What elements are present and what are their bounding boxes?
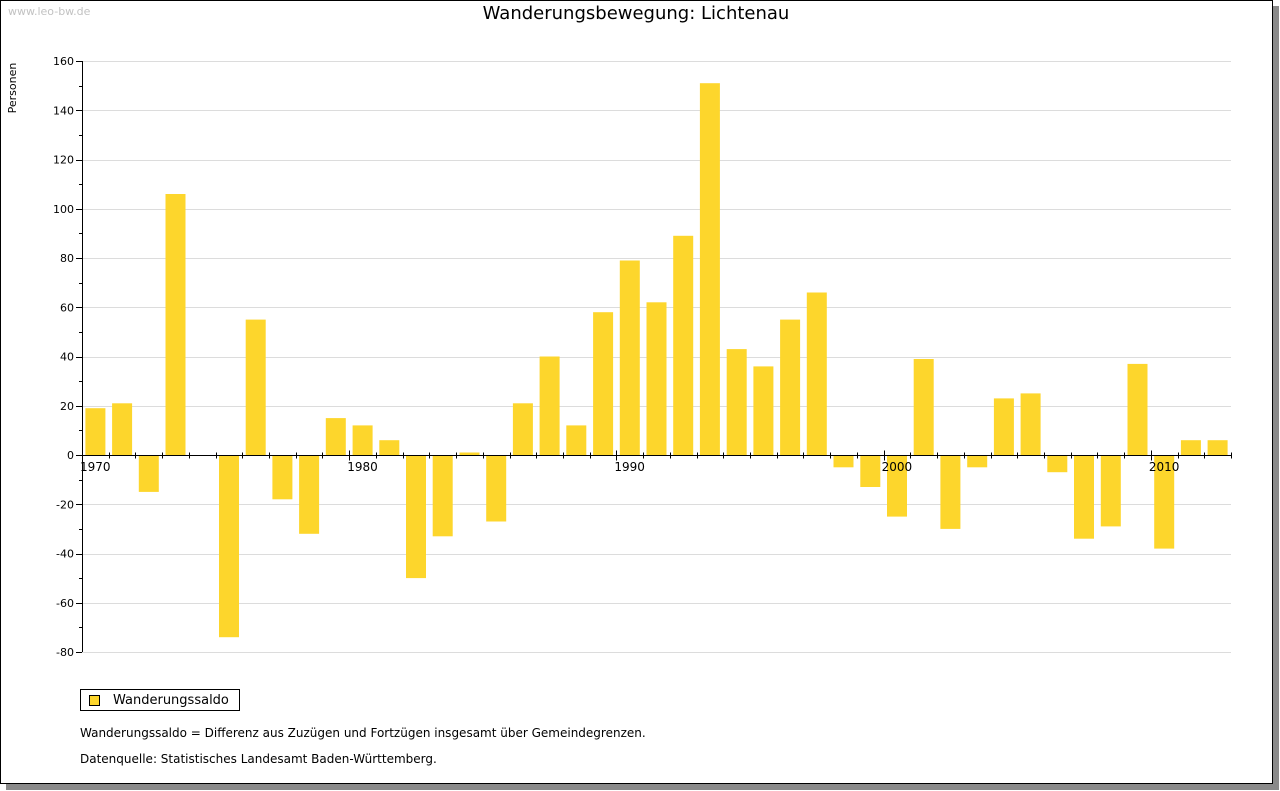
x-tick-label: 2010 [1149, 460, 1180, 474]
bar [940, 455, 961, 529]
bar [486, 455, 507, 522]
bar [993, 398, 1014, 455]
y-tick-label: 20 [60, 400, 74, 413]
legend-swatch [89, 694, 100, 706]
bar [780, 319, 801, 455]
bar [1154, 455, 1175, 549]
y-tick-label: 60 [60, 301, 74, 314]
y-axis-title: Personen [6, 63, 19, 114]
y-tick-label: 140 [53, 104, 74, 117]
y-tick-label: 100 [53, 203, 74, 216]
bar [833, 455, 854, 468]
y-tick-label: 160 [53, 55, 74, 68]
bar [887, 455, 907, 517]
bar [1207, 440, 1228, 455]
bar [432, 455, 453, 537]
bar [1074, 455, 1094, 539]
bar [967, 455, 988, 468]
legend: Wanderungssaldo [80, 689, 240, 711]
y-tick-label: 40 [60, 351, 74, 364]
bar [913, 359, 934, 455]
x-tick-label: 1990 [614, 460, 645, 474]
y-tick-label: 120 [53, 154, 74, 167]
x-tick-label: 1970 [80, 460, 111, 474]
x-tick-label: 1980 [347, 460, 378, 474]
bar [860, 455, 881, 487]
bar [325, 418, 346, 455]
bar [299, 455, 320, 534]
bar [112, 403, 133, 455]
y-tick-label: -20 [56, 498, 74, 511]
bar [459, 452, 480, 455]
legend-label: Wanderungssaldo [113, 692, 229, 708]
bar [165, 194, 186, 455]
bar [673, 235, 694, 455]
chart-title: Wanderungsbewegung: Lichtenau [482, 3, 790, 24]
bar [512, 403, 533, 455]
bar [219, 455, 239, 638]
bar [245, 319, 266, 455]
bar [406, 455, 426, 579]
bar [1180, 440, 1201, 455]
y-tick-label: -60 [56, 597, 74, 610]
definition-note: Wanderungssaldo = Differenz aus Zuzügen … [80, 726, 646, 740]
bar [806, 292, 827, 455]
y-tick-label: 0 [67, 449, 74, 462]
x-tick-label: 2000 [882, 460, 913, 474]
y-tick-label: 80 [60, 252, 74, 265]
bar [646, 302, 667, 455]
bar [566, 425, 587, 455]
bar [272, 455, 293, 500]
y-tick-label: -80 [56, 646, 74, 659]
bar [726, 349, 747, 455]
bar [753, 366, 774, 455]
bar [1100, 455, 1121, 527]
bar [379, 440, 400, 455]
bar [138, 455, 159, 492]
bar [1127, 363, 1148, 455]
source-note: Datenquelle: Statistisches Landesamt Bad… [80, 752, 437, 766]
watermark: www.leo-bw.de [8, 5, 91, 18]
y-tick-label: -40 [56, 548, 74, 561]
bar [593, 312, 614, 455]
bar [1047, 455, 1068, 473]
bar [619, 260, 640, 455]
bar [85, 408, 106, 455]
bar [1020, 393, 1041, 455]
bar [352, 425, 373, 455]
bar [699, 83, 720, 455]
bar [539, 356, 560, 455]
